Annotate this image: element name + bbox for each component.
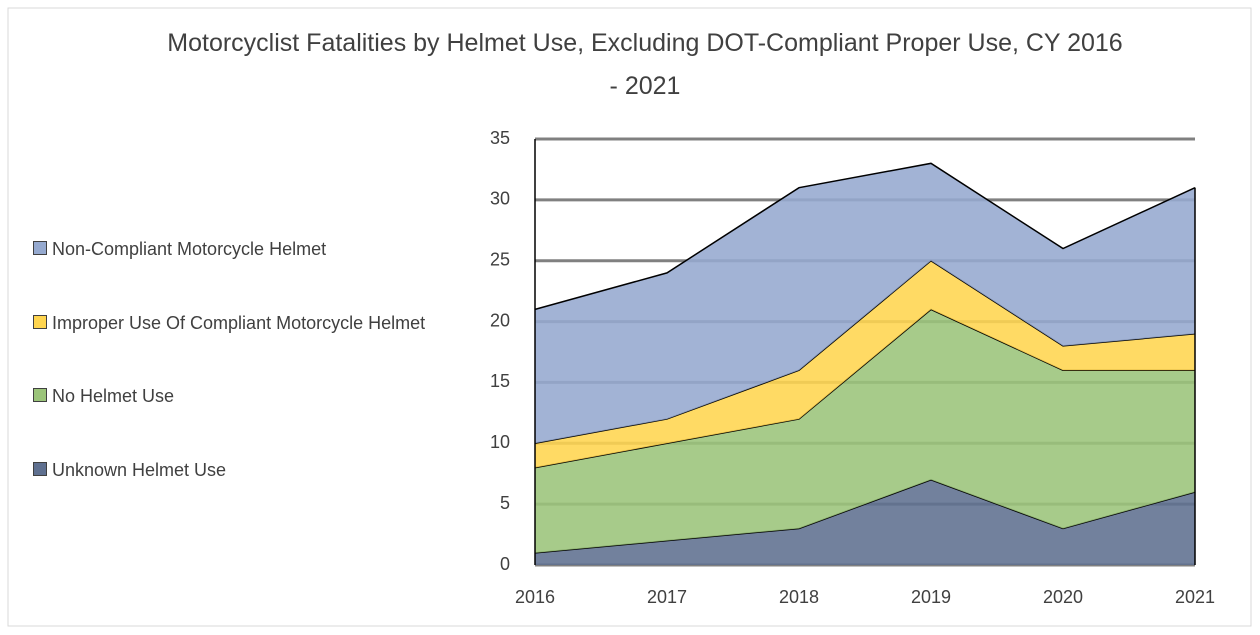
area-fill	[535, 163, 1195, 444]
y-tick-label: 15	[490, 371, 510, 391]
y-tick-label: 25	[490, 249, 510, 269]
area-fill	[535, 479, 1195, 565]
x-tick-label: 2019	[911, 587, 951, 607]
y-tick-label: 20	[490, 310, 510, 330]
y-tick-label: 0	[500, 554, 510, 574]
y-tick-label: 30	[490, 189, 510, 209]
chart-border	[7, 7, 1252, 627]
x-tick-label: 2020	[1043, 587, 1083, 607]
legend-label: Unknown Helmet Use	[52, 460, 227, 480]
legend-item: Non-Compliant Motorcycle Helmet	[33, 234, 453, 264]
legend-swatch	[33, 315, 47, 329]
y-tick-label: 10	[490, 432, 510, 452]
legend-item: Unknown Helmet Use	[33, 455, 453, 485]
area-fill	[535, 260, 1195, 468]
legend-label: No Helmet Use	[52, 386, 175, 406]
x-tick-label: 2018	[779, 587, 819, 607]
chart-title: Motorcyclist Fatalities by Helmet Use, E…	[167, 29, 1123, 100]
legend-label: Non-Compliant Motorcycle Helmet	[52, 239, 327, 259]
legend-item: No Helmet Use	[33, 381, 453, 411]
legend-item: Improper Use Of Compliant Motorcycle Hel…	[33, 308, 453, 338]
area-fill	[535, 309, 1195, 553]
y-tick-label: 5	[500, 493, 510, 513]
area-edge	[534, 162, 1196, 311]
legend-swatch	[33, 241, 47, 255]
x-tick-label: 2016	[515, 587, 555, 607]
x-tick-label: 2017	[647, 587, 687, 607]
legend-swatch	[33, 388, 47, 402]
x-tick-label: 2021	[1175, 587, 1215, 607]
legend-swatch	[33, 462, 47, 476]
legend-label: Improper Use Of Compliant Motorcycle Hel…	[52, 313, 426, 333]
y-tick-label: 35	[490, 128, 510, 148]
